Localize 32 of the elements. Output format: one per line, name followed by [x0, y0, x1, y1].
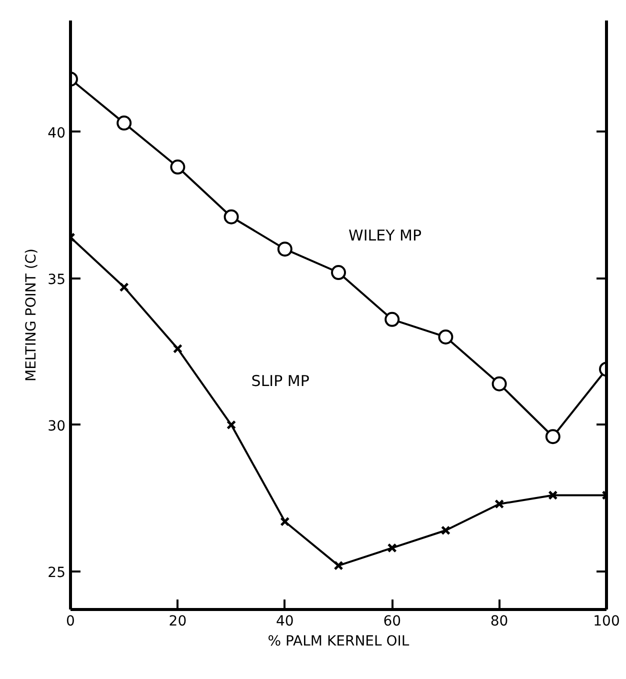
y-tick-label: 25: [48, 564, 66, 581]
x-tick-label: 60: [383, 614, 402, 630]
point: [494, 499, 504, 509]
point: [116, 116, 132, 131]
y-tick-label: 35: [48, 272, 66, 288]
point: [545, 429, 560, 444]
point: [438, 329, 454, 344]
y-tick-label: 30: [48, 418, 66, 434]
point: [226, 420, 236, 430]
point: [172, 344, 182, 354]
point: [548, 490, 558, 500]
x-tick-label: 0: [66, 614, 75, 630]
x-tick-label: 100: [593, 614, 620, 630]
point: [492, 376, 507, 392]
point: [280, 516, 290, 526]
x-tick-label: 40: [276, 614, 294, 630]
point: [331, 265, 346, 280]
point: [334, 560, 344, 570]
x-tick-label: 20: [168, 614, 187, 630]
point: [384, 312, 400, 327]
y-axis-title: MELTING POINT (C): [24, 248, 40, 382]
point: [440, 526, 450, 536]
point: [387, 543, 397, 553]
point: [277, 242, 292, 257]
x-axis-title: % PALM KERNEL OIL: [268, 634, 410, 650]
series-label: WILEY MP: [348, 226, 422, 245]
point: [119, 282, 129, 292]
point: [224, 209, 239, 224]
point: [170, 160, 186, 175]
x-tick-label: 80: [490, 614, 508, 630]
text: SLIP MP: [251, 372, 310, 390]
y-tick-label: 40: [48, 125, 66, 142]
